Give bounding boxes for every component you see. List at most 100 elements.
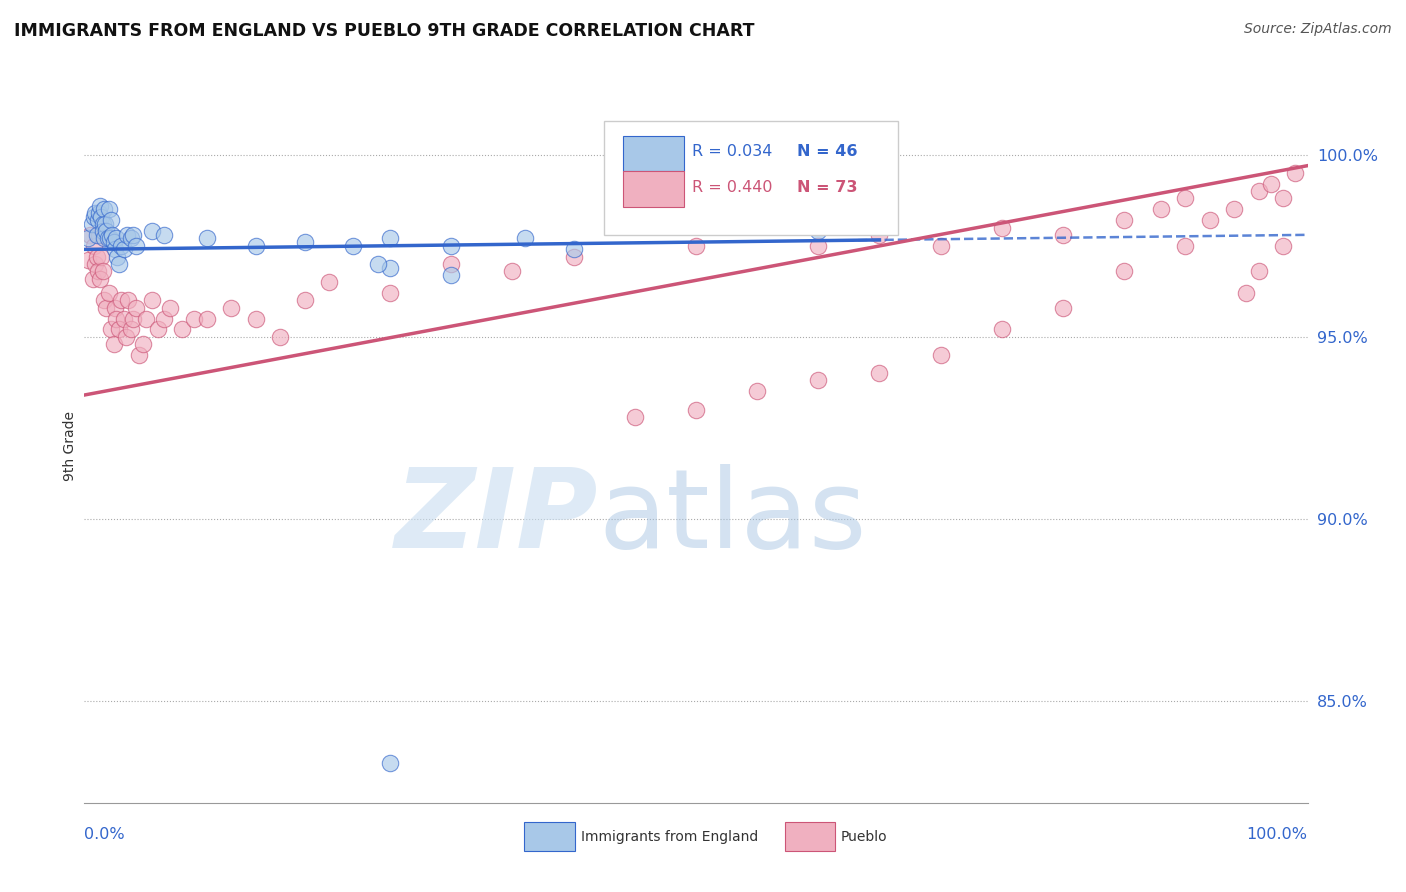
Point bbox=[1272, 239, 1295, 253]
Point bbox=[318, 275, 340, 289]
FancyBboxPatch shape bbox=[623, 136, 683, 171]
Point bbox=[110, 239, 132, 253]
Point bbox=[82, 271, 104, 285]
Point bbox=[141, 224, 163, 238]
Point bbox=[1223, 202, 1246, 217]
Point bbox=[380, 756, 402, 770]
Text: R = 0.034: R = 0.034 bbox=[692, 145, 773, 160]
Point bbox=[269, 330, 291, 344]
Point bbox=[115, 227, 138, 242]
Point bbox=[105, 311, 128, 326]
Text: atlas: atlas bbox=[598, 464, 866, 571]
Point bbox=[122, 227, 145, 242]
Point bbox=[77, 253, 100, 268]
Point bbox=[440, 257, 463, 271]
Point bbox=[219, 301, 242, 315]
Point bbox=[98, 231, 121, 245]
Point bbox=[83, 239, 105, 253]
Point bbox=[97, 202, 120, 217]
Text: Pueblo: Pueblo bbox=[841, 830, 887, 844]
Point bbox=[105, 250, 128, 264]
Point bbox=[117, 293, 139, 308]
Point bbox=[101, 227, 124, 242]
Text: 100.0%: 100.0% bbox=[1247, 827, 1308, 841]
Point bbox=[100, 322, 122, 336]
Point bbox=[153, 227, 176, 242]
Point bbox=[1247, 184, 1270, 198]
Point bbox=[1114, 264, 1136, 278]
Point bbox=[342, 239, 364, 253]
Point bbox=[91, 224, 114, 238]
Point bbox=[1052, 301, 1074, 315]
Point bbox=[245, 311, 267, 326]
Point bbox=[245, 239, 267, 253]
Point bbox=[87, 206, 110, 220]
Point bbox=[77, 231, 100, 245]
Point bbox=[501, 264, 523, 278]
Point bbox=[380, 231, 402, 245]
Point bbox=[624, 409, 647, 424]
Point bbox=[1260, 177, 1282, 191]
Point bbox=[87, 213, 110, 227]
Point bbox=[183, 311, 205, 326]
Point bbox=[96, 224, 118, 238]
Point bbox=[929, 239, 952, 253]
Point bbox=[294, 235, 316, 249]
Point bbox=[807, 374, 830, 388]
Point bbox=[93, 231, 115, 245]
Point bbox=[93, 202, 115, 217]
Point bbox=[84, 206, 107, 220]
Point bbox=[91, 217, 114, 231]
FancyBboxPatch shape bbox=[605, 121, 898, 235]
Point bbox=[440, 268, 463, 282]
Point bbox=[103, 235, 125, 249]
Point bbox=[83, 210, 105, 224]
Point bbox=[1052, 227, 1074, 242]
Point bbox=[1114, 213, 1136, 227]
Point bbox=[1272, 191, 1295, 205]
Point bbox=[747, 384, 769, 399]
Point bbox=[112, 311, 135, 326]
Point bbox=[807, 239, 830, 253]
Point bbox=[1174, 239, 1197, 253]
Point bbox=[380, 286, 402, 301]
Point bbox=[562, 250, 585, 264]
Point bbox=[380, 260, 402, 275]
Point bbox=[146, 322, 169, 336]
Point bbox=[1247, 264, 1270, 278]
Text: Source: ZipAtlas.com: Source: ZipAtlas.com bbox=[1244, 22, 1392, 37]
Point bbox=[1234, 286, 1257, 301]
Point bbox=[107, 257, 129, 271]
Point bbox=[990, 322, 1012, 336]
Point bbox=[125, 239, 148, 253]
Y-axis label: 9th Grade: 9th Grade bbox=[63, 411, 77, 481]
Point bbox=[120, 322, 142, 336]
Point bbox=[91, 264, 114, 278]
Point bbox=[1174, 191, 1197, 205]
Point bbox=[110, 293, 132, 308]
Point bbox=[132, 337, 155, 351]
Point bbox=[87, 264, 110, 278]
Point bbox=[86, 250, 108, 264]
Point bbox=[562, 243, 585, 257]
Point bbox=[513, 231, 536, 245]
Text: N = 73: N = 73 bbox=[797, 180, 858, 195]
Point bbox=[685, 239, 707, 253]
Point bbox=[107, 322, 129, 336]
Point bbox=[685, 402, 707, 417]
Point bbox=[990, 220, 1012, 235]
Point bbox=[90, 250, 112, 264]
Point bbox=[122, 311, 145, 326]
Point bbox=[97, 231, 120, 245]
Point bbox=[1150, 202, 1173, 217]
Point bbox=[135, 311, 157, 326]
Point bbox=[195, 311, 218, 326]
Point bbox=[929, 348, 952, 362]
Text: ZIP: ZIP bbox=[395, 464, 598, 571]
Point bbox=[112, 243, 135, 257]
Point bbox=[128, 348, 150, 362]
Point bbox=[159, 301, 181, 315]
Point bbox=[79, 227, 101, 242]
Point bbox=[104, 301, 127, 315]
Point bbox=[1284, 166, 1306, 180]
